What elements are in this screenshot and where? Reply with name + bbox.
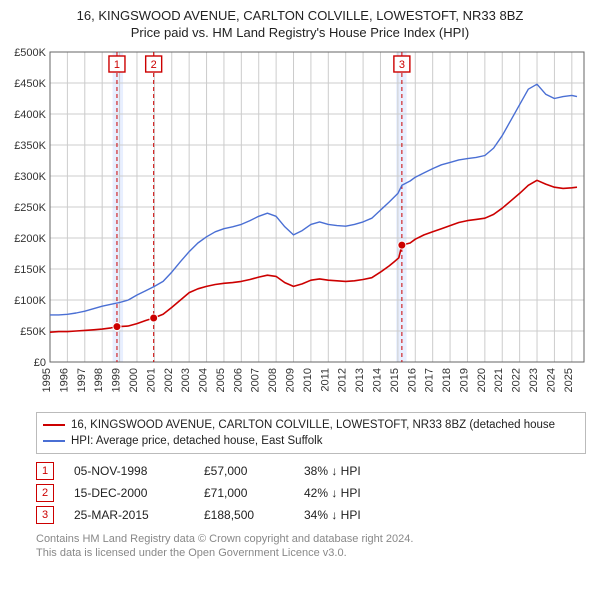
svg-text:2024: 2024 (545, 368, 557, 392)
svg-text:2007: 2007 (250, 368, 262, 392)
footnote: Contains HM Land Registry data © Crown c… (36, 532, 586, 560)
marker-price: £188,500 (204, 504, 284, 526)
svg-text:£100K: £100K (14, 295, 46, 307)
svg-text:1: 1 (114, 59, 120, 71)
marker-badge: 3 (36, 506, 54, 524)
svg-text:£350K: £350K (14, 140, 46, 152)
title-subtitle: Price paid vs. HM Land Registry's House … (6, 25, 594, 40)
svg-text:2004: 2004 (198, 368, 210, 392)
titles: 16, KINGSWOOD AVENUE, CARLTON COLVILLE, … (6, 8, 594, 40)
svg-text:2025: 2025 (563, 368, 575, 392)
svg-text:2019: 2019 (458, 368, 470, 392)
marker-row: 3 25-MAR-2015 £188,500 34% ↓ HPI (36, 504, 586, 526)
svg-text:£300K: £300K (14, 171, 46, 183)
marker-delta: 34% ↓ HPI (304, 504, 361, 526)
marker-badge: 2 (36, 484, 54, 502)
marker-badge: 1 (36, 462, 54, 480)
markers-table: 1 05-NOV-1998 £57,000 38% ↓ HPI 2 15-DEC-2000… (36, 460, 586, 526)
svg-text:2000: 2000 (128, 368, 140, 392)
svg-text:2001: 2001 (145, 368, 157, 392)
chart-container: 16, KINGSWOOD AVENUE, CARLTON COLVILLE, … (0, 0, 600, 568)
svg-text:2005: 2005 (215, 368, 227, 392)
legend-swatch (43, 440, 65, 442)
svg-text:£50K: £50K (20, 326, 46, 338)
svg-text:2006: 2006 (232, 368, 244, 392)
svg-text:1996: 1996 (58, 368, 70, 392)
svg-text:2012: 2012 (337, 368, 349, 392)
title-address: 16, KINGSWOOD AVENUE, CARLTON COLVILLE, … (6, 8, 594, 23)
chart-svg: £0 £50K £100K £150K £200K £250K £300K £350K £400… (6, 46, 594, 406)
svg-text:£250K: £250K (14, 202, 46, 214)
svg-text:£450K: £450K (14, 78, 46, 90)
legend: 16, KINGSWOOD AVENUE, CARLTON COLVILLE, … (36, 412, 586, 454)
legend-row: 16, KINGSWOOD AVENUE, CARLTON COLVILLE, … (43, 417, 579, 433)
marker-price: £71,000 (204, 482, 284, 504)
legend-swatch (43, 424, 65, 426)
marker-row: 1 05-NOV-1998 £57,000 38% ↓ HPI (36, 460, 586, 482)
footnote-line1: Contains HM Land Registry data © Crown c… (36, 532, 586, 546)
svg-text:£0: £0 (34, 357, 46, 369)
svg-text:£150K: £150K (14, 264, 46, 276)
legend-row: HPI: Average price, detached house, East… (43, 433, 579, 449)
svg-text:2021: 2021 (493, 368, 505, 392)
svg-text:2016: 2016 (406, 368, 418, 392)
footnote-line2: This data is licensed under the Open Gov… (36, 546, 586, 560)
svg-text:2022: 2022 (511, 368, 523, 392)
svg-text:2008: 2008 (267, 368, 279, 392)
svg-text:£500K: £500K (14, 47, 46, 59)
svg-text:2014: 2014 (371, 368, 383, 392)
legend-label: HPI: Average price, detached house, East… (71, 433, 322, 449)
marker-row: 2 15-DEC-2000 £71,000 42% ↓ HPI (36, 482, 586, 504)
svg-text:2002: 2002 (163, 368, 175, 392)
svg-text:2011: 2011 (319, 368, 331, 392)
svg-text:2020: 2020 (476, 368, 488, 392)
legend-label: 16, KINGSWOOD AVENUE, CARLTON COLVILLE, … (71, 417, 555, 433)
svg-text:2023: 2023 (528, 368, 540, 392)
svg-text:2013: 2013 (354, 368, 366, 392)
svg-text:£400K: £400K (14, 109, 46, 121)
svg-text:2: 2 (151, 59, 157, 71)
svg-text:2003: 2003 (180, 368, 192, 392)
svg-text:3: 3 (399, 59, 405, 71)
svg-text:2017: 2017 (424, 368, 436, 392)
marker-date: 15-DEC-2000 (74, 482, 184, 504)
svg-text:2009: 2009 (285, 368, 297, 392)
svg-text:1998: 1998 (93, 368, 105, 392)
svg-text:2018: 2018 (441, 368, 453, 392)
svg-text:2015: 2015 (389, 368, 401, 392)
marker-date: 05-NOV-1998 (74, 460, 184, 482)
svg-text:£200K: £200K (14, 233, 46, 245)
marker-delta: 42% ↓ HPI (304, 482, 361, 504)
svg-text:1995: 1995 (41, 368, 53, 392)
svg-text:2010: 2010 (302, 368, 314, 392)
marker-date: 25-MAR-2015 (74, 504, 184, 526)
svg-text:1999: 1999 (111, 368, 123, 392)
marker-price: £57,000 (204, 460, 284, 482)
marker-delta: 38% ↓ HPI (304, 460, 361, 482)
chart: £0 £50K £100K £150K £200K £250K £300K £350K £400… (6, 46, 594, 406)
svg-text:1997: 1997 (76, 368, 88, 392)
